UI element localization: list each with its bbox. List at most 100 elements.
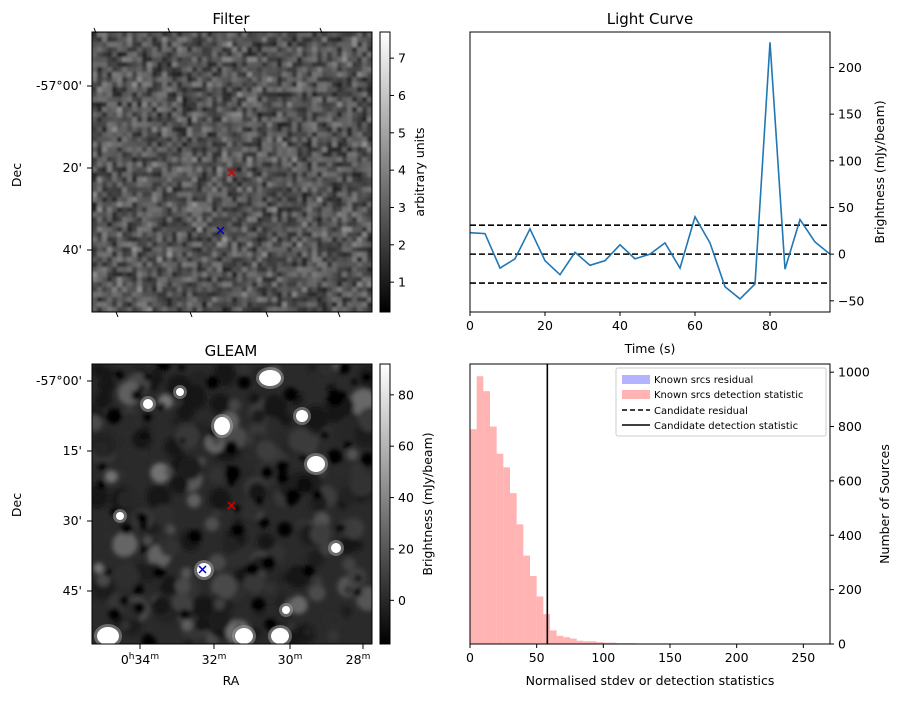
gleam-xtick-0: 0h34m bbox=[121, 652, 159, 667]
gleam-xtick-2-m: m bbox=[294, 652, 303, 662]
gleam-ytick-labels: -57°00' 15' 30' 45' bbox=[36, 373, 82, 598]
histogram-bar-13 bbox=[557, 636, 564, 644]
gleam-xtick-1-m: m bbox=[218, 652, 227, 662]
histogram-bar-1 bbox=[477, 376, 484, 644]
histogram-xtick-label-0: 0 bbox=[466, 650, 474, 665]
legend-label-candidate-detection: Candidate detection statistic bbox=[654, 421, 798, 432]
filter-cbar-ticks-label-5: 6 bbox=[398, 88, 406, 103]
filter-ytick-2: 40' bbox=[63, 242, 82, 257]
histogram-bar-0 bbox=[470, 429, 477, 644]
filter-cbar-ticks-label-3: 4 bbox=[398, 163, 406, 178]
histogram-ylabel: Number of Sources bbox=[877, 444, 892, 564]
gleam-source-3 bbox=[296, 410, 308, 422]
histogram-ytick-label-2: 400 bbox=[838, 528, 862, 543]
histogram-bar-9 bbox=[530, 576, 537, 644]
histogram-legend: Known srcs residual Known srcs detection… bbox=[616, 368, 826, 436]
gleam-ytick-1: 15' bbox=[63, 443, 82, 458]
gleam-cbar-ticks-label-1: 20 bbox=[398, 541, 414, 556]
gleam-xtick-0-minutes: 34 bbox=[134, 652, 150, 667]
filter-cbar-ticks-label-0: 1 bbox=[398, 275, 406, 290]
light-curve-ytick-label-2: 50 bbox=[838, 200, 854, 215]
light-curve-xtick-label-0: 0 bbox=[466, 318, 474, 333]
legend-swatch-known-detection bbox=[622, 390, 650, 399]
gleam-source-9 bbox=[176, 388, 184, 396]
light-curve-xtick-label-4: 80 bbox=[762, 318, 778, 333]
light-curve-series bbox=[470, 42, 830, 299]
gleam-colorbar-label: Brightness (mJy/beam) bbox=[420, 432, 435, 575]
gleam-xtick-2: 30m bbox=[278, 652, 303, 667]
gleam-source-1 bbox=[214, 417, 230, 435]
histogram-bar-3 bbox=[490, 427, 497, 644]
gleam-cbar-ticks-label-2: 40 bbox=[398, 490, 414, 505]
filter-ylabel: Dec bbox=[9, 163, 24, 187]
histogram-xtick-label-5: 250 bbox=[791, 650, 815, 665]
gleam-xtick-1: 32m bbox=[202, 652, 227, 667]
histogram-xtick-label-3: 150 bbox=[658, 650, 682, 665]
histogram-bar-4 bbox=[497, 454, 504, 644]
gleam-ylabel: Dec bbox=[9, 493, 24, 517]
histogram-bar-7 bbox=[517, 524, 524, 644]
light-curve-ytick-label-4: 150 bbox=[838, 107, 862, 122]
gleam-cbar-ticks-label-0: 0 bbox=[398, 593, 406, 608]
histogram-bar-15 bbox=[570, 639, 577, 644]
light-curve-axes-frame bbox=[470, 32, 830, 312]
gleam-source-10 bbox=[331, 543, 341, 553]
histogram-ytick-label-1: 200 bbox=[838, 582, 862, 597]
gleam-ytick-3: 45' bbox=[63, 583, 82, 598]
histogram-xlabel: Normalised stdev or detection statistics bbox=[526, 673, 775, 688]
histogram-bar-8 bbox=[523, 556, 530, 644]
histogram-bar-6 bbox=[510, 493, 517, 644]
legend-label-known-detection: Known srcs detection statistic bbox=[654, 390, 803, 401]
gleam-source-2 bbox=[307, 456, 325, 472]
gleam-title: GLEAM bbox=[205, 342, 258, 360]
gleam-cbar-ticks-label-3: 60 bbox=[398, 439, 414, 454]
filter-cbar-ticks-label-6: 7 bbox=[398, 51, 406, 66]
histogram-ytick-label-3: 600 bbox=[838, 473, 862, 488]
legend-label-known-residual: Known srcs residual bbox=[654, 375, 753, 386]
histogram-bar-5 bbox=[503, 467, 510, 644]
filter-colorbar-label: arbitrary units bbox=[412, 127, 427, 216]
gleam-source-11 bbox=[116, 512, 124, 520]
filter-ytick-labels: -57°00' 20' 40' bbox=[36, 78, 82, 257]
filter-ytick-1: 20' bbox=[63, 160, 82, 175]
gleam-ytick-2: 30' bbox=[63, 513, 82, 528]
light-curve-xtick-label-1: 20 bbox=[537, 318, 553, 333]
legend-label-candidate-residual: Candidate residual bbox=[654, 406, 748, 417]
histogram-xtick-label-4: 200 bbox=[725, 650, 749, 665]
gleam-source-8 bbox=[143, 399, 153, 409]
light-curve-xtick-label-2: 40 bbox=[612, 318, 628, 333]
histogram-bar-14 bbox=[563, 637, 570, 644]
filter-title: Filter bbox=[212, 10, 250, 28]
light-curve-ytick-label-3: 100 bbox=[838, 153, 862, 168]
light-curve-ylabel: Brightness (mJy/beam) bbox=[872, 100, 887, 243]
gleam-xtick-3-minutes: 28 bbox=[346, 652, 362, 667]
light-curve-xtick-label-3: 60 bbox=[687, 318, 703, 333]
histogram-ytick-label-5: 1000 bbox=[838, 365, 870, 380]
histogram-bar-2 bbox=[483, 391, 490, 644]
filter-colorbar bbox=[380, 32, 390, 312]
filter-cbar-ticks-label-2: 3 bbox=[398, 200, 406, 215]
gleam-colorbar bbox=[380, 364, 390, 644]
gleam-source-0 bbox=[259, 370, 281, 386]
gleam-panel: GLEAM -57°00' 15' 30' 45' 0h34m 32m 30m … bbox=[9, 342, 435, 688]
gleam-xtick-0-m: m bbox=[150, 652, 159, 662]
gleam-xtick-1-minutes: 32 bbox=[202, 652, 218, 667]
gleam-source-5 bbox=[235, 628, 253, 644]
histogram-bar-10 bbox=[537, 596, 544, 644]
gleam-xtick-2-minutes: 30 bbox=[278, 652, 294, 667]
gleam-xtick-3-m: m bbox=[362, 652, 371, 662]
filter-cbar-ticks-label-4: 5 bbox=[398, 125, 406, 140]
histogram-ytick-label-0: 0 bbox=[838, 637, 846, 652]
light-curve-ytick-label-1: 0 bbox=[838, 247, 846, 262]
gleam-source-4 bbox=[97, 627, 119, 645]
gleam-ytick-0: -57°00' bbox=[36, 373, 82, 388]
histogram-bar-12 bbox=[550, 630, 557, 644]
gleam-xtick-labels: 0h34m 32m 30m 28m bbox=[121, 652, 371, 667]
histogram-ytick-label-4: 800 bbox=[838, 419, 862, 434]
histogram-xtick-label-1: 50 bbox=[529, 650, 545, 665]
